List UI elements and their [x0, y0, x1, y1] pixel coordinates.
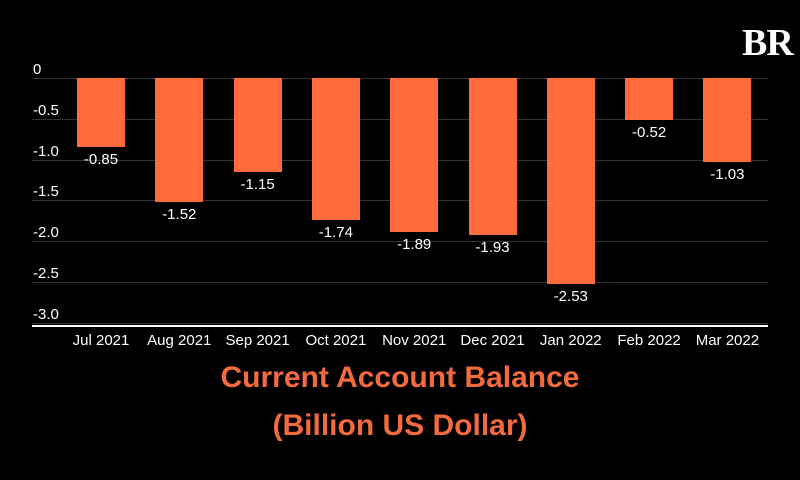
gridline — [32, 322, 768, 324]
x-tick-label: Dec 2021 — [460, 332, 525, 349]
bar — [546, 78, 595, 285]
bar-value-label: -2.53 — [553, 288, 588, 306]
bar — [77, 78, 125, 148]
y-tick-label: -2.0 — [33, 224, 59, 241]
x-tick-label: Feb 2022 — [617, 332, 681, 349]
bar-value-label: -1.93 — [475, 239, 510, 257]
chart-subtitle: (Billion US Dollar) — [272, 409, 528, 442]
bar-chart: 0 -0.5 -1.0 -1.5 -2.0 -2.5 -3.0 -0.85 -1.52 -1.1… — [32, 61, 768, 349]
chart-title: Current Account Balance — [220, 361, 580, 394]
bar-value-label: -1.52 — [162, 205, 197, 223]
x-tick-label: Mar 2022 — [695, 332, 760, 349]
x-axis-line — [32, 325, 768, 327]
x-tick-label: Nov 2021 — [382, 332, 447, 349]
bar-value-label: -1.89 — [397, 236, 432, 254]
bar — [625, 78, 674, 121]
bar — [468, 78, 517, 236]
bar — [311, 78, 360, 220]
y-tick-label: -1.0 — [33, 142, 59, 160]
bar-value-label: -1.15 — [240, 175, 275, 193]
bar-value-label: -0.85 — [83, 151, 119, 169]
x-tick-label: Jan 2022 — [539, 332, 602, 349]
y-tick-label: -3.0 — [33, 305, 59, 323]
bar-value-label: -1.03 — [710, 165, 745, 183]
bar — [390, 78, 439, 233]
x-tick-label: Sep 2021 — [225, 332, 290, 349]
bar-value-label: -1.74 — [318, 223, 353, 241]
bar — [233, 78, 282, 172]
x-tick-label: Oct 2021 — [305, 332, 367, 349]
y-tick-label: -1.5 — [33, 183, 59, 201]
x-tick-label: Aug 2021 — [147, 332, 212, 349]
y-tick-label: -0.5 — [33, 101, 59, 119]
gridline — [32, 241, 768, 242]
bar-value-label: -0.52 — [631, 124, 667, 142]
y-tick-label: 0 — [33, 61, 42, 78]
gridline — [32, 281, 768, 283]
brand-logo: BR — [742, 22, 794, 64]
bar — [703, 78, 752, 162]
x-tick-label: Jul 2021 — [72, 332, 130, 349]
y-tick-label: -2.5 — [33, 264, 59, 282]
bar — [155, 78, 204, 202]
